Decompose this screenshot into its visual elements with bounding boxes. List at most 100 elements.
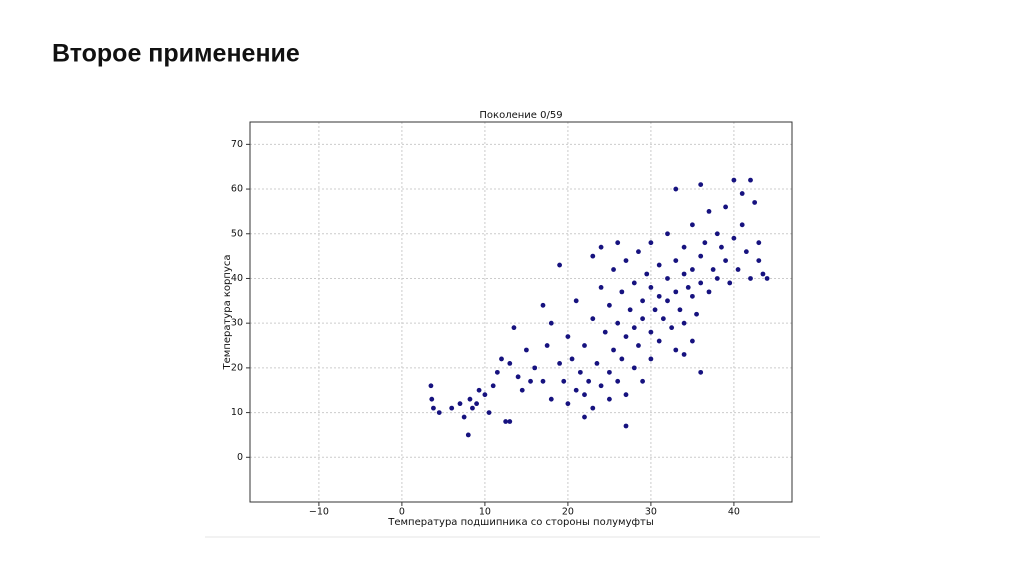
point xyxy=(573,387,579,393)
point xyxy=(756,258,762,263)
point xyxy=(470,405,475,411)
point xyxy=(689,338,695,344)
slide-title: Второе применение xyxy=(52,40,300,68)
point xyxy=(731,235,737,241)
point xyxy=(710,267,716,272)
point xyxy=(565,334,571,339)
point xyxy=(748,276,753,281)
point xyxy=(739,222,745,228)
point xyxy=(507,361,513,366)
point xyxy=(486,410,492,415)
point xyxy=(615,240,621,246)
point xyxy=(476,387,482,393)
point xyxy=(648,329,654,335)
point xyxy=(465,432,471,438)
point xyxy=(429,396,435,402)
point xyxy=(640,316,645,322)
point xyxy=(673,289,679,295)
x-tick-label: 10 xyxy=(479,507,491,518)
point xyxy=(557,262,562,268)
point xyxy=(606,369,612,375)
point xyxy=(665,231,670,237)
point xyxy=(706,209,712,214)
x-tick-label: −10 xyxy=(309,507,329,518)
point xyxy=(756,240,762,246)
point xyxy=(719,244,724,250)
point xyxy=(681,244,687,250)
point xyxy=(665,276,670,281)
point xyxy=(590,405,596,411)
x-tick-label: 0 xyxy=(399,507,405,518)
point xyxy=(723,204,728,210)
point xyxy=(681,320,687,326)
point xyxy=(681,352,687,357)
point xyxy=(673,347,679,353)
point xyxy=(540,378,546,384)
point xyxy=(557,361,562,366)
point xyxy=(631,280,637,286)
x-tick-label: 30 xyxy=(645,507,657,518)
point xyxy=(648,240,654,246)
x-tick-label: 40 xyxy=(728,507,740,518)
point xyxy=(528,378,533,384)
point xyxy=(673,258,679,263)
y-tick-label: 10 xyxy=(231,407,243,418)
point xyxy=(735,267,741,272)
point xyxy=(590,253,596,259)
point xyxy=(648,356,654,362)
point xyxy=(739,191,745,196)
point xyxy=(689,222,695,228)
point xyxy=(619,289,625,295)
point xyxy=(623,258,629,263)
point xyxy=(698,182,704,187)
point xyxy=(602,329,608,335)
point xyxy=(656,262,662,268)
point xyxy=(677,307,683,313)
point xyxy=(449,405,455,411)
x-axis-label: Температура подшипника со стороны полуму… xyxy=(387,517,654,528)
point xyxy=(494,369,500,375)
point xyxy=(656,293,662,299)
point xyxy=(615,378,621,384)
point xyxy=(760,271,766,277)
point xyxy=(623,392,629,398)
y-tick-label: 30 xyxy=(231,318,243,329)
plot-frame xyxy=(249,121,793,503)
y-tick-label: 50 xyxy=(231,228,243,239)
point xyxy=(702,240,708,246)
point xyxy=(623,423,629,429)
x-tick-label: 20 xyxy=(562,507,574,518)
point xyxy=(582,414,587,420)
point xyxy=(519,387,525,393)
point xyxy=(627,307,633,313)
point xyxy=(507,419,513,424)
point xyxy=(482,392,488,398)
point xyxy=(606,396,612,402)
point xyxy=(698,280,704,286)
point xyxy=(561,378,567,384)
chart-title: Поколение 0/59 xyxy=(479,110,562,121)
point xyxy=(540,302,546,308)
point xyxy=(515,374,521,380)
point xyxy=(467,396,473,402)
point xyxy=(623,334,629,339)
point xyxy=(586,378,592,384)
point xyxy=(436,410,442,415)
point xyxy=(577,369,583,375)
point xyxy=(694,311,699,317)
point xyxy=(598,244,604,250)
point xyxy=(598,285,604,290)
point xyxy=(631,365,637,371)
point xyxy=(698,253,704,259)
point xyxy=(636,249,641,255)
point xyxy=(544,343,550,348)
y-tick-label: 0 xyxy=(237,452,243,463)
point xyxy=(648,285,654,290)
point xyxy=(611,267,616,272)
point xyxy=(714,231,720,237)
point xyxy=(582,392,587,398)
point xyxy=(474,401,479,407)
point xyxy=(548,320,554,326)
point xyxy=(457,401,463,407)
point xyxy=(569,356,575,362)
